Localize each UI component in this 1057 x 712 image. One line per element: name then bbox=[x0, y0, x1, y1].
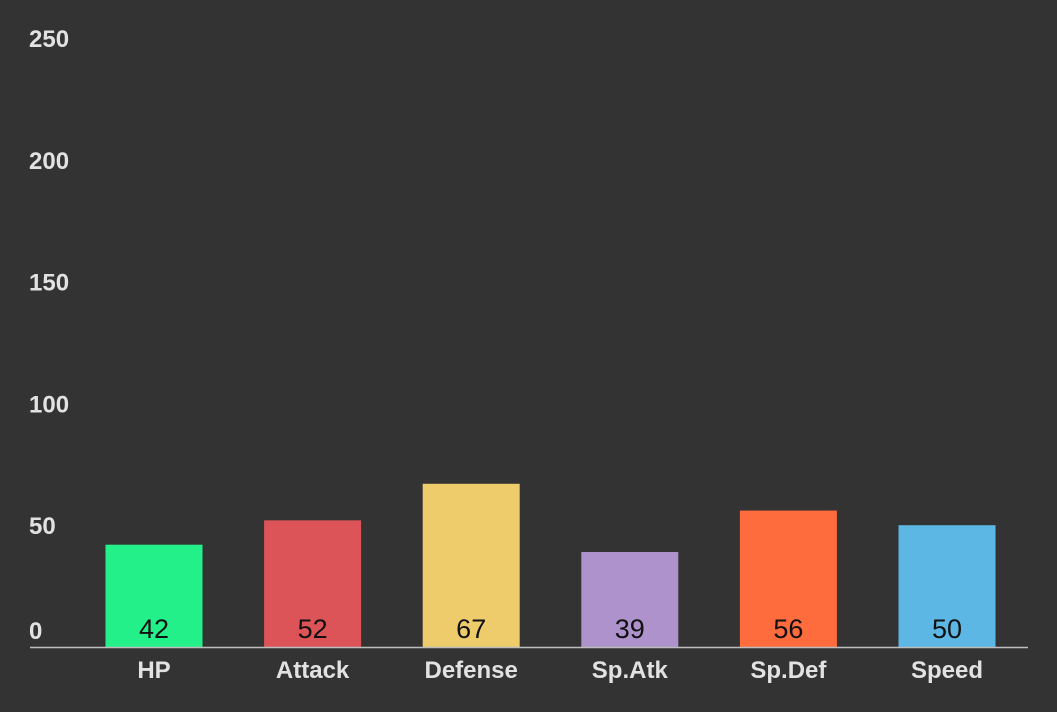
bar-sp-def bbox=[739, 510, 837, 647]
data-label: 52 bbox=[298, 614, 328, 644]
y-tick-label: 250 bbox=[29, 26, 69, 53]
y-tick-label: 150 bbox=[29, 270, 69, 297]
y-tick-label: 100 bbox=[29, 391, 69, 418]
bar-attack bbox=[264, 520, 362, 647]
data-label: 50 bbox=[932, 614, 962, 644]
bar-defense bbox=[422, 483, 520, 647]
y-axis: 0 50 100 150 200 250 bbox=[29, 26, 69, 645]
x-tick-label: Sp.Atk bbox=[592, 657, 669, 684]
x-tick-label: Attack bbox=[276, 657, 350, 684]
data-label: 67 bbox=[456, 614, 486, 644]
data-label: 39 bbox=[615, 614, 645, 644]
x-tick-label: Speed bbox=[911, 657, 983, 684]
y-tick-label: 50 bbox=[29, 513, 56, 540]
data-labels: 42 52 67 39 56 50 bbox=[139, 614, 962, 644]
x-tick-label: Sp.Def bbox=[750, 657, 827, 684]
bar-speed bbox=[898, 525, 996, 647]
y-tick-label: 200 bbox=[29, 148, 69, 175]
bar-hp bbox=[105, 544, 203, 647]
x-tick-label: HP bbox=[137, 657, 170, 684]
bars bbox=[105, 483, 996, 647]
data-label: 56 bbox=[773, 614, 803, 644]
data-label: 42 bbox=[139, 614, 169, 644]
x-tick-label: Defense bbox=[425, 657, 518, 684]
x-axis: HP Attack Defense Sp.Atk Sp.Def Speed bbox=[137, 657, 983, 684]
bar-sp-atk bbox=[581, 551, 679, 647]
y-tick-label: 0 bbox=[29, 618, 42, 645]
